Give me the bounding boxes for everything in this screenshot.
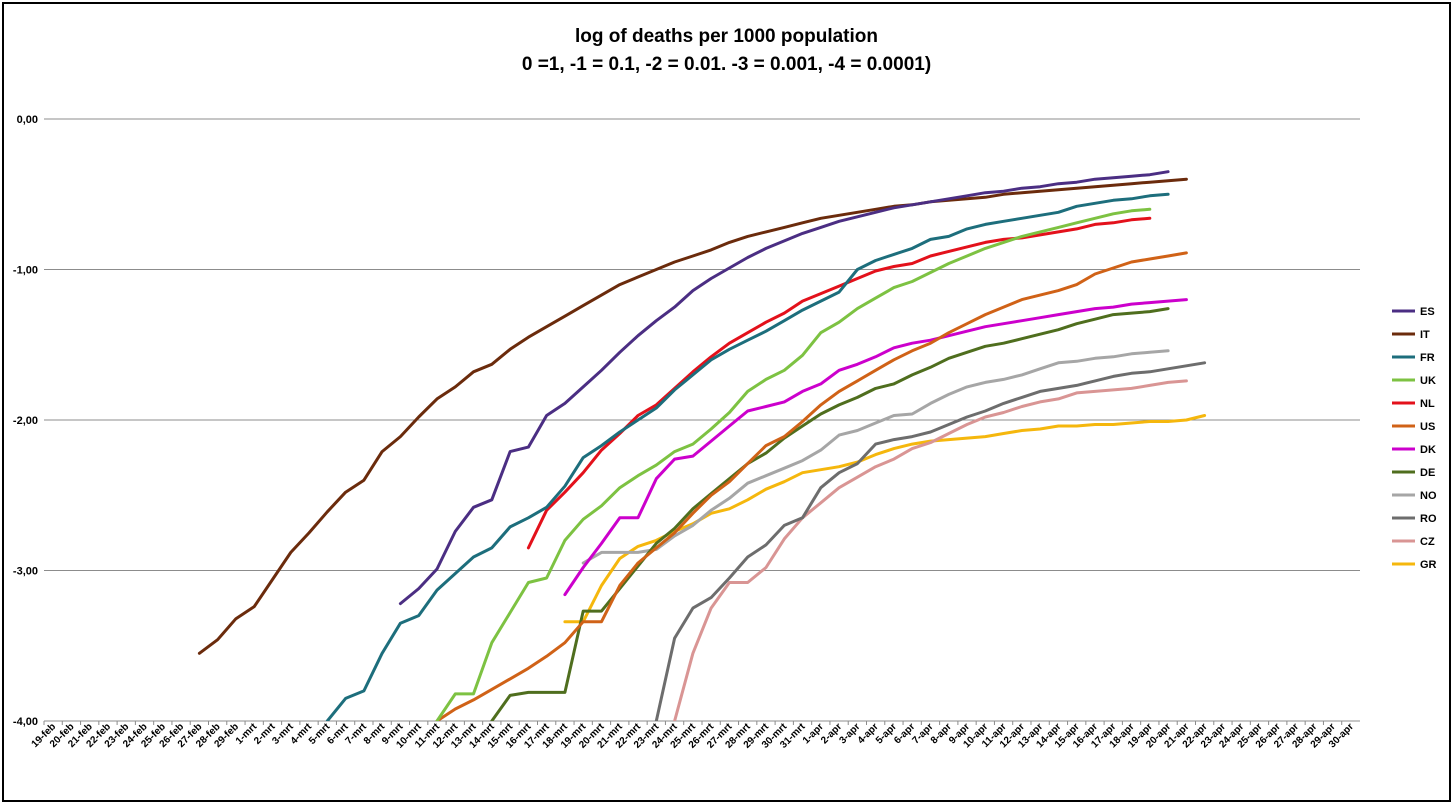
legend-label-cz: CZ — [1420, 536, 1435, 548]
series-line-fr — [325, 192, 1170, 721]
legend-label-uk: UK — [1420, 375, 1436, 387]
series-line-de — [490, 307, 1170, 721]
legend-label-gr: GR — [1420, 559, 1437, 571]
series-line-it — [197, 177, 1188, 655]
y-tick-label: -4,00 — [13, 716, 38, 728]
y-tick-label: -1,00 — [13, 265, 38, 277]
series-line-nl — [526, 216, 1152, 550]
series-line-cz — [673, 379, 1188, 721]
series-line-dk — [563, 298, 1188, 597]
series-line-no — [581, 349, 1170, 565]
legend-label-nl: NL — [1420, 398, 1435, 410]
legend-label-us: US — [1420, 421, 1435, 433]
legend-label-fr: FR — [1420, 352, 1435, 364]
legend-label-de: DE — [1420, 467, 1435, 479]
y-tick-label: 0,00 — [17, 114, 38, 126]
chart-subtitle: 0 =1, -1 = 0.1, -2 = 0.01. -3 = 0.001, -… — [521, 54, 932, 75]
series-line-us — [435, 251, 1188, 721]
series-line-ro — [654, 361, 1207, 721]
y-tick-label: -2,00 — [13, 415, 38, 427]
series-line-uk — [435, 207, 1152, 721]
legend-label-dk: DK — [1420, 444, 1436, 456]
legend-label-es: ES — [1420, 306, 1435, 318]
chart-title: log of deaths per 1000 population — [575, 26, 878, 47]
legend-label-no: NO — [1420, 490, 1437, 502]
legend-label-ro: RO — [1420, 513, 1437, 525]
series-line-es — [398, 170, 1170, 606]
y-tick-label: -3,00 — [13, 566, 38, 578]
legend-label-it: IT — [1420, 329, 1430, 341]
series-line-gr — [563, 414, 1207, 624]
